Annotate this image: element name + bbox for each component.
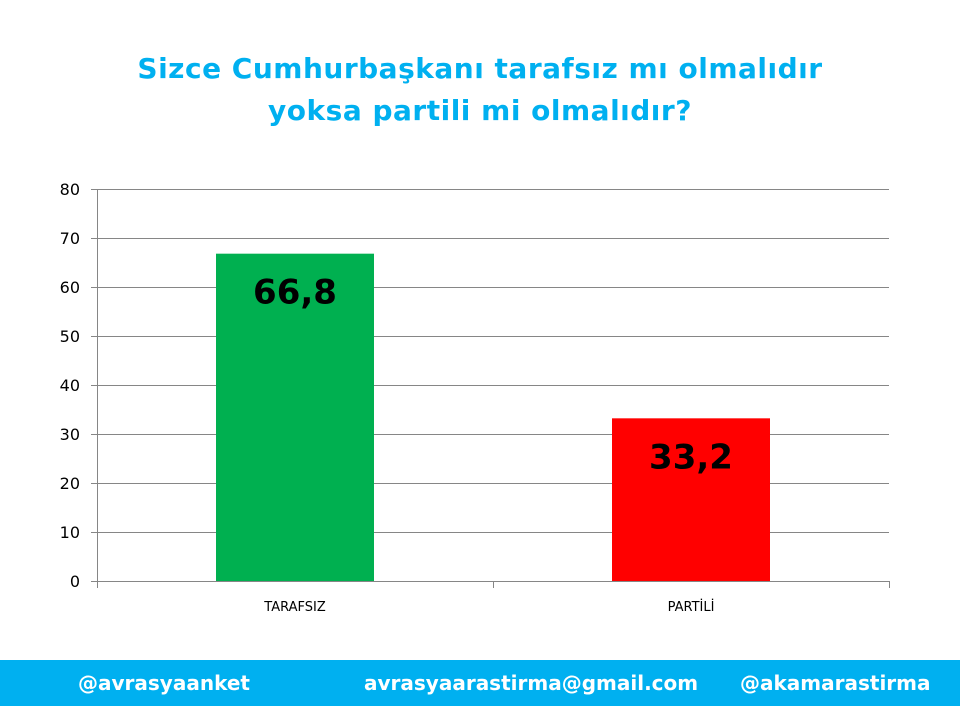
bar-parti̇li̇ [612, 418, 770, 581]
data-label: 33,2 [649, 437, 733, 477]
x-tick-label: TARAFSIZ [263, 600, 326, 615]
footer-twitter-handle: @avrasyaanket [78, 671, 250, 695]
y-tick-label: 70 [60, 229, 80, 248]
y-tick-label: 80 [60, 180, 80, 199]
footer-second-handle: @akamarastirma [740, 671, 931, 695]
chart-title-line-1: Sizce Cumhurbaşkanı tarafsız mı olmalıdı… [137, 52, 823, 85]
y-tick-label: 40 [60, 376, 80, 395]
footer-bar: @avrasyaanket avrasyaarastirma@gmail.com… [0, 660, 960, 706]
y-tick-label: 30 [60, 425, 80, 444]
bar-chart: 0 10 20 30 40 50 60 70 80 66,8 TARAFSIZ 33,2 PARTİLİ [60, 180, 890, 615]
y-tick-label: 0 [70, 572, 80, 591]
chart-title-line-2: yoksa partili mi olmalıdır? [268, 94, 692, 127]
y-tick-label: 10 [60, 523, 80, 542]
chart-title: Sizce Cumhurbaşkanı tarafsız mı olmalıdı… [0, 48, 960, 132]
y-tick-label: 20 [60, 474, 80, 493]
footer-email: avrasyaarastirma@gmail.com [364, 671, 699, 695]
y-tick-label: 50 [60, 327, 80, 346]
x-tick-label: PARTİLİ [668, 599, 715, 615]
y-tick-label: 60 [60, 278, 80, 297]
bar-tarafsiz [216, 253, 374, 581]
data-label: 66,8 [253, 273, 337, 313]
